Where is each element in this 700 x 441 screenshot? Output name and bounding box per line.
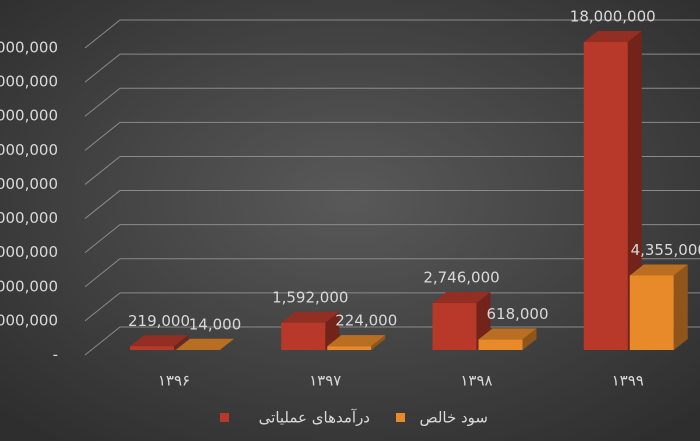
y-tick-label: 14,000,000 bbox=[0, 107, 58, 125]
legend-label: سود خالص bbox=[419, 409, 488, 427]
bar-side bbox=[371, 335, 386, 350]
bar-front bbox=[629, 275, 674, 350]
y-tick-label: 6,000,000 bbox=[0, 243, 58, 261]
y-tick-label: 4,000,000 bbox=[0, 277, 58, 295]
data-label: 219,000 bbox=[128, 312, 190, 330]
bar-front bbox=[327, 346, 372, 350]
grid-line bbox=[84, 190, 700, 219]
y-tick-label: - bbox=[53, 346, 58, 364]
legend-swatch bbox=[396, 413, 405, 422]
y-tick-label: 10,000,000 bbox=[0, 175, 58, 193]
x-tick-label: ۱۳۹۶ bbox=[158, 372, 190, 390]
bar-top bbox=[432, 292, 491, 304]
data-label: 224,000 bbox=[335, 312, 397, 330]
grid-line bbox=[84, 326, 700, 356]
legend-swatch bbox=[220, 413, 229, 422]
bar-top bbox=[478, 328, 537, 340]
grid-line bbox=[84, 19, 700, 49]
bar-top bbox=[629, 264, 688, 276]
legend-label: درآمدهای عملیاتی bbox=[259, 409, 370, 427]
y-tick-label: 12,000,000 bbox=[0, 141, 58, 159]
bar-top bbox=[130, 335, 188, 347]
bar-side bbox=[673, 264, 688, 350]
data-label: 1,592,000 bbox=[272, 288, 348, 306]
x-tick-label: ۱۳۹۸ bbox=[460, 372, 492, 390]
bar-front bbox=[130, 346, 174, 350]
grid-line bbox=[84, 155, 700, 185]
data-label: 2,746,000 bbox=[423, 269, 499, 287]
bar-side bbox=[522, 328, 537, 350]
bar-front bbox=[432, 303, 477, 350]
x-tick-label: ۱۳۹۹ bbox=[612, 372, 644, 390]
grid-line bbox=[84, 292, 700, 322]
bar bbox=[478, 328, 537, 350]
bar bbox=[432, 292, 491, 350]
y-tick-label: 18,000,000 bbox=[0, 39, 58, 57]
bar-side bbox=[220, 338, 234, 350]
grid-line bbox=[84, 121, 700, 151]
data-label: 618,000 bbox=[486, 305, 548, 323]
y-tick-label: 16,000,000 bbox=[0, 73, 58, 91]
bar-front bbox=[583, 42, 628, 350]
bar bbox=[629, 264, 688, 350]
data-label: 4,355,000 bbox=[631, 241, 700, 259]
grid-line bbox=[84, 87, 700, 117]
bar-top bbox=[327, 335, 386, 347]
data-label: 18,000,000 bbox=[570, 8, 656, 26]
bar-front bbox=[281, 322, 326, 350]
bar-side bbox=[174, 335, 188, 350]
y-tick-label: 2,000,000 bbox=[0, 311, 58, 329]
bar bbox=[130, 335, 188, 350]
grid-line bbox=[84, 258, 700, 288]
y-tick-label: 8,000,000 bbox=[0, 209, 58, 227]
bar bbox=[327, 335, 386, 350]
grid-line bbox=[84, 53, 700, 83]
bar-top bbox=[583, 31, 642, 42]
x-tick-label: ۱۳۹۷ bbox=[309, 372, 341, 390]
bar-top bbox=[176, 338, 234, 350]
bar-top bbox=[281, 311, 340, 323]
bar-front bbox=[478, 339, 523, 350]
bar bbox=[281, 311, 340, 350]
bar bbox=[176, 338, 234, 350]
data-label: 14,000 bbox=[189, 315, 242, 333]
grid-line bbox=[84, 224, 700, 254]
